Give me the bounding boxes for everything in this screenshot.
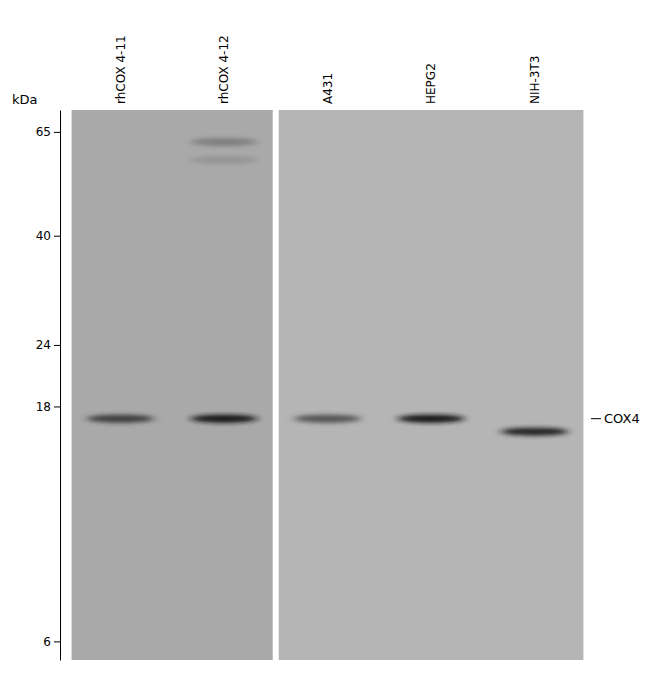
annotation-tick bbox=[591, 418, 601, 419]
band bbox=[294, 415, 361, 423]
y-tick-mark bbox=[54, 132, 60, 133]
y-tick: 18 bbox=[36, 400, 60, 414]
lane-label: rhCOX 4-11 bbox=[114, 35, 128, 104]
y-axis-label: kDa bbox=[12, 92, 38, 107]
y-tick-mark bbox=[54, 345, 60, 346]
lane-tick: NIH-3T3 bbox=[528, 56, 542, 104]
lane-tick: rhCOX 4-12 bbox=[217, 35, 231, 104]
y-tick: 6 bbox=[43, 635, 60, 649]
y-tick: 40 bbox=[36, 229, 60, 243]
chart: 6 18 24 40 65 kDa rhCOX 4-11 rhCOX 4-12 A431 HEPG… bbox=[0, 0, 669, 680]
gel-panel bbox=[72, 110, 273, 660]
band bbox=[190, 415, 257, 423]
band bbox=[190, 156, 257, 164]
y-tick: 65 bbox=[36, 125, 60, 139]
lane-label: NIH-3T3 bbox=[528, 56, 542, 104]
y-tick-label: 24 bbox=[36, 338, 51, 352]
annotation-label: COX4 bbox=[604, 411, 640, 426]
lane-tick: A431 bbox=[321, 73, 335, 104]
x-axis: rhCOX 4-11 rhCOX 4-12 A431 HEPG2 NIH-3T3 bbox=[114, 35, 542, 104]
y-tick-mark bbox=[54, 236, 60, 237]
y-tick-label: 40 bbox=[36, 229, 51, 243]
gel-panel bbox=[279, 110, 584, 660]
y-tick-mark bbox=[54, 641, 60, 642]
plot-area bbox=[72, 110, 584, 660]
band bbox=[87, 415, 154, 423]
band bbox=[190, 138, 257, 146]
chart-container: 6 18 24 40 65 kDa rhCOX 4-11 rhCOX 4-12 A431 HEPG… bbox=[0, 0, 669, 680]
y-tick-label: 18 bbox=[36, 400, 51, 414]
lane-tick: rhCOX 4-11 bbox=[114, 35, 128, 104]
lane-label: rhCOX 4-12 bbox=[217, 35, 231, 104]
band bbox=[501, 428, 568, 436]
lane-label: A431 bbox=[321, 73, 335, 104]
y-axis: 6 18 24 40 65 bbox=[36, 111, 61, 661]
y-tick-label: 65 bbox=[36, 125, 51, 139]
y-tick-label: 6 bbox=[43, 635, 51, 649]
y-tick-mark bbox=[54, 406, 60, 407]
band bbox=[398, 415, 465, 423]
y-tick: 24 bbox=[36, 338, 60, 352]
y-axis-line bbox=[60, 111, 61, 661]
lane-label: HEPG2 bbox=[424, 63, 438, 104]
lane-tick: HEPG2 bbox=[424, 63, 438, 104]
